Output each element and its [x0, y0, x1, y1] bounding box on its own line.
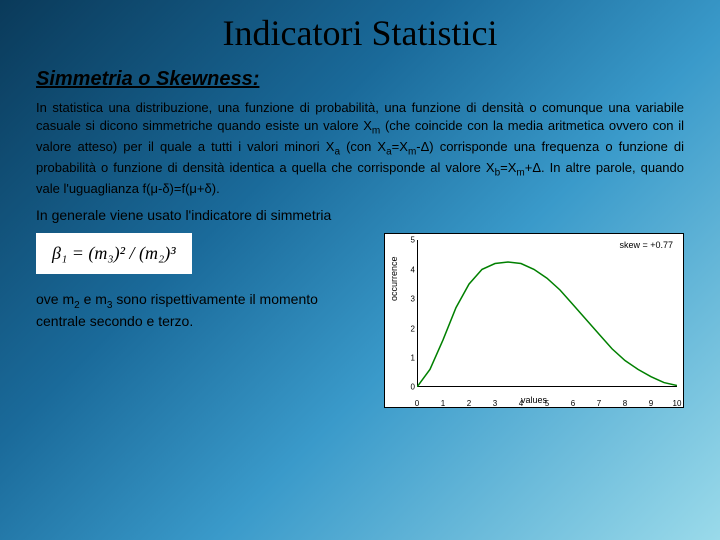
- curve-line: [417, 262, 677, 387]
- page-title: Indicatori Statistici: [0, 0, 720, 54]
- chart-xlabel: values: [521, 395, 547, 405]
- formula-text: β₁ = (m₃)² / (m₂)³: [52, 243, 176, 263]
- skewness-chart: skew = +0.77 occurrence values 012345 01…: [384, 233, 684, 408]
- main-paragraph: In statistica una distribuzione, una fun…: [36, 99, 684, 197]
- formula-box: β₁ = (m₃)² / (m₂)³: [36, 233, 192, 274]
- section-subtitle: Simmetria o Skewness:: [36, 68, 720, 91]
- moment-description: ove m2 e m3 sono rispettivamente il mome…: [36, 290, 356, 330]
- chart-ylabel: occurrence: [389, 256, 399, 301]
- plot-area: 012345 012345678910: [417, 240, 677, 387]
- general-indicator-line: In generale viene usato l'indicatore di …: [36, 207, 684, 223]
- chart-curve: [417, 240, 677, 387]
- y-ticks: 012345: [401, 240, 415, 387]
